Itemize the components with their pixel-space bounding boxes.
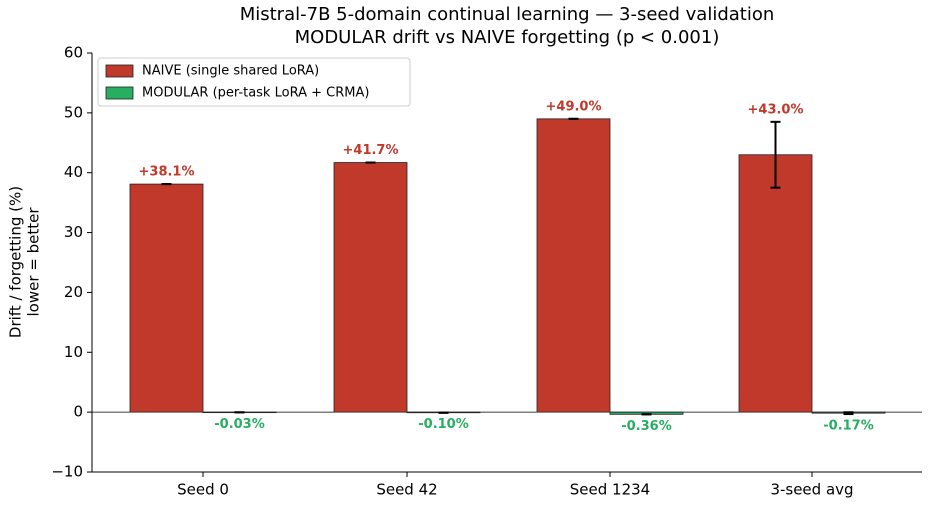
value-label: +38.1%	[139, 165, 195, 180]
y-tick-label: 0	[73, 403, 83, 421]
error-bar	[770, 120, 781, 189]
x-tick-label: Seed 42	[376, 481, 437, 499]
value-label: -0.10%	[418, 417, 469, 432]
y-tick-label: 10	[64, 343, 83, 361]
bar	[738, 154, 813, 413]
value-label: -0.36%	[621, 419, 672, 434]
bar	[333, 162, 408, 413]
legend-label: MODULAR (per-task LoRA + CRMA)	[142, 86, 369, 101]
y-tick-label: 40	[64, 163, 83, 181]
y-axis-label: lower = better	[25, 207, 43, 317]
bar	[536, 118, 611, 413]
legend-label: NAIVE (single shared LoRA)	[142, 64, 319, 79]
x-tick-label: Seed 1234	[570, 481, 650, 499]
value-label: +49.0%	[546, 99, 602, 114]
x-tick-label: Seed 0	[177, 481, 229, 499]
y-tick-label: 50	[64, 103, 83, 121]
value-label: +43.0%	[748, 102, 804, 117]
error-bar	[843, 411, 854, 416]
chart-subtitle: MODULAR drift vs NAIVE forgetting (p < 0…	[295, 27, 720, 48]
y-tick-label: −10	[51, 463, 83, 481]
y-tick-label: 60	[64, 44, 83, 62]
legend-box	[97, 57, 411, 107]
bar	[129, 183, 204, 413]
value-label: -0.03%	[214, 417, 265, 432]
y-tick-label: 20	[64, 283, 83, 301]
value-label: -0.17%	[823, 419, 874, 434]
y-axis-label: Drift / forgetting (%)	[7, 186, 25, 338]
legend-swatch	[105, 86, 134, 100]
legend-swatch	[105, 64, 134, 78]
x-tick-label: 3-seed avg	[770, 481, 853, 499]
value-label: +41.7%	[343, 143, 399, 158]
chart-title: Mistral-7B 5-domain continual learning —…	[240, 4, 775, 25]
y-tick-label: 30	[64, 223, 83, 241]
